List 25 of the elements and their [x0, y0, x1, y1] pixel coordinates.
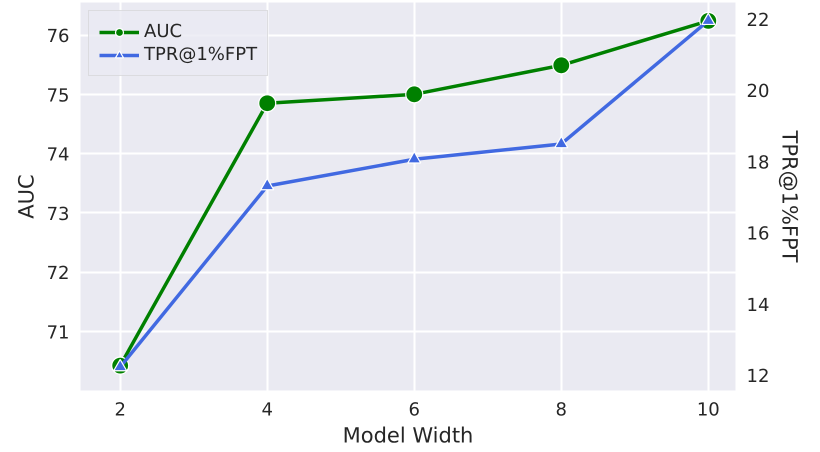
- y2-tick-label: 18: [746, 152, 770, 174]
- y-tick-label: 73: [46, 204, 70, 225]
- x-tick-label: 4: [261, 400, 273, 420]
- legend-label: AUC: [144, 21, 182, 42]
- legend-label: TPR@1%FPT: [144, 44, 258, 65]
- y2-tick-label: 12: [746, 366, 770, 388]
- y-axis-title: AUC: [14, 174, 39, 219]
- x-tick-label: 2: [114, 400, 126, 420]
- y-tick-label: 75: [46, 85, 70, 106]
- point: [405, 85, 424, 104]
- x-tick-label: 10: [696, 400, 720, 420]
- y2-tick-label: 16: [746, 224, 770, 245]
- y-tick-label: 72: [46, 263, 70, 284]
- y2-tick-label: 14: [746, 294, 770, 316]
- y2-tick-label: 22: [746, 10, 770, 31]
- y-tick-label: 71: [46, 322, 70, 344]
- y-tick-label: 74: [46, 144, 70, 166]
- point: [552, 56, 570, 74]
- x-axis-title: Model Width: [342, 424, 474, 448]
- x-tick-label: 6: [408, 400, 420, 420]
- x-tick-label: 8: [556, 400, 567, 420]
- y-tick-label: 76: [46, 26, 70, 48]
- y2-axis-title: TPR@1%FPT: [777, 130, 802, 263]
- y2-tick-label: 20: [746, 81, 770, 102]
- point: [258, 94, 276, 112]
